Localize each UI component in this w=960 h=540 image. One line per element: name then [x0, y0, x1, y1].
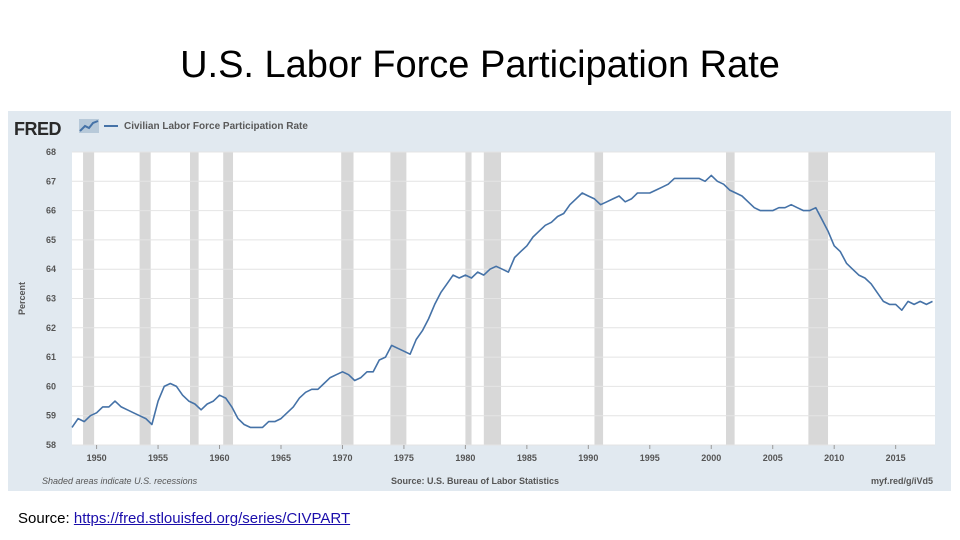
x-tick-label: 2000: [701, 453, 721, 463]
recession-note: Shaded areas indicate U.S. recessions: [42, 476, 198, 486]
chart-svg: 58 59 60 61 62 63 64 65 66 67 68 1950 1955 1960 1965 19…: [17, 147, 935, 463]
chart-legend: Civilian Labor Force Participation Rate: [104, 121, 308, 132]
source-label: Source:: [18, 510, 74, 527]
y-tick-label: 60: [46, 381, 56, 391]
y-tick-label: 59: [46, 411, 56, 421]
slide-title: U.S. Labor Force Participation Rate: [180, 44, 780, 86]
fred-logo[interactable]: FRED: [14, 119, 62, 139]
y-tick-label: 67: [46, 176, 56, 186]
data-source-note: Source: U.S. Bureau of Labor Statistics: [391, 476, 560, 486]
x-tick-label: 1995: [640, 453, 660, 463]
x-tick-label: 1965: [271, 453, 291, 463]
y-tick-label: 64: [46, 264, 56, 274]
legend-swatch: [104, 125, 118, 128]
source-link[interactable]: https://fred.stlouisfed.org/series/CIVPA…: [73, 510, 351, 527]
y-tick-label: 61: [46, 352, 56, 362]
fred-chart-panel: 58 59 60 61 62 63 64 65 66 67 68 1950 1955 1960 1965 19…: [8, 111, 951, 491]
x-tick-label: 2015: [886, 453, 906, 463]
y-tick-label: 62: [46, 323, 56, 333]
y-tick-label: 58: [46, 440, 56, 450]
y-tick-label: 63: [46, 294, 56, 304]
x-tick-label: 1970: [332, 453, 352, 463]
x-tick-label: 1955: [148, 453, 168, 463]
x-tick-label: 1950: [87, 453, 107, 463]
x-tick-label: 2005: [763, 453, 783, 463]
x-tick-label: 1980: [455, 453, 475, 463]
y-axis-label: Percent: [17, 282, 27, 315]
x-tick-label: 1960: [210, 453, 230, 463]
legend-label: Civilian Labor Force Participation Rate: [124, 121, 308, 132]
short-url[interactable]: myf.red/g/iVd5: [870, 476, 933, 486]
x-tick-label: 1975: [394, 453, 414, 463]
y-tick-label: 68: [46, 147, 56, 157]
y-tick-label: 65: [46, 235, 56, 245]
line-graph-icon: [79, 119, 99, 133]
x-tick-label: 2010: [824, 453, 844, 463]
x-tick-label: 1985: [517, 453, 537, 463]
series-line: [71, 174, 933, 429]
source-line: Source: https://fred.stlouisfed.org/seri…: [18, 510, 350, 527]
y-tick-label: 66: [46, 206, 56, 216]
x-tick-label: 1990: [578, 453, 598, 463]
